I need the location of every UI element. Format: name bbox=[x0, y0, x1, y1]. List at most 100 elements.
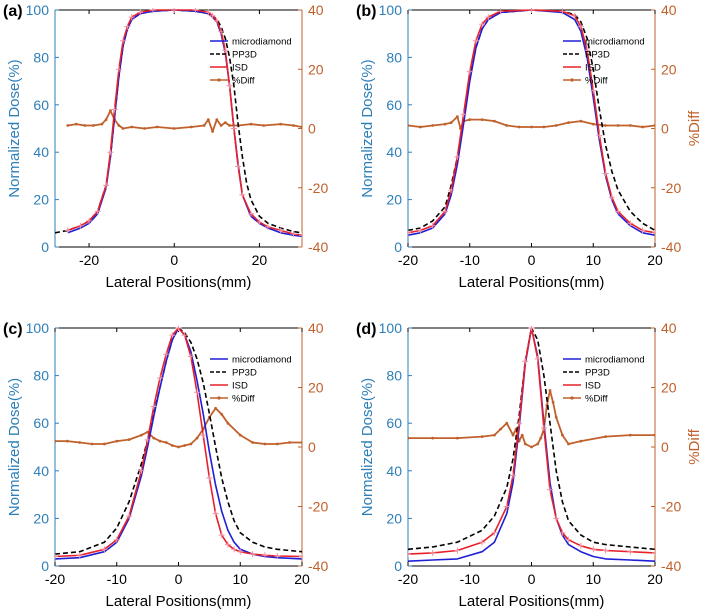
series-line-isd bbox=[67, 9, 302, 236]
diff-marker bbox=[536, 442, 540, 446]
isd-marker bbox=[206, 474, 213, 481]
isd-marker bbox=[101, 546, 108, 553]
isd-marker bbox=[249, 551, 256, 558]
isd-marker bbox=[115, 66, 122, 73]
isd-marker bbox=[639, 227, 646, 234]
diff-marker bbox=[449, 121, 453, 124]
isd-marker bbox=[149, 8, 156, 13]
diff-marker bbox=[172, 127, 176, 130]
diff-marker bbox=[551, 401, 555, 404]
legend-swatch-marker bbox=[570, 396, 574, 400]
isd-marker bbox=[77, 222, 84, 229]
isd-marker bbox=[454, 547, 461, 554]
x-tick-label: -10 bbox=[460, 571, 480, 587]
isd-marker bbox=[209, 12, 216, 19]
legend-entry: PP3D bbox=[232, 368, 257, 379]
diff-marker bbox=[431, 436, 435, 440]
diff-marker bbox=[523, 442, 527, 446]
isd-marker bbox=[261, 552, 268, 559]
isd-marker bbox=[479, 539, 486, 546]
isd-marker bbox=[171, 8, 178, 13]
diff-marker bbox=[177, 445, 180, 449]
isd-marker bbox=[408, 551, 411, 558]
isd-marker bbox=[460, 111, 467, 118]
x-tick-label: 0 bbox=[170, 252, 178, 268]
isd-marker bbox=[137, 9, 144, 16]
legend-entry: microdiamond bbox=[232, 37, 292, 48]
isd-marker bbox=[615, 208, 621, 215]
diff-marker bbox=[115, 439, 119, 443]
y-right-tick-label: 0 bbox=[308, 439, 316, 455]
y-tick-label: 20 bbox=[386, 510, 402, 526]
legend-entry: ISD bbox=[585, 381, 601, 392]
legend: microdiamond PP3D ISD %Diff bbox=[563, 355, 645, 405]
diff-marker bbox=[78, 441, 82, 444]
legend-entry: ISD bbox=[232, 381, 248, 392]
diff-marker bbox=[100, 122, 104, 126]
diff-marker bbox=[641, 125, 644, 129]
diff-marker bbox=[74, 122, 78, 126]
isd-marker bbox=[86, 217, 93, 224]
y-tick-label: 40 bbox=[386, 463, 402, 479]
isd-marker bbox=[187, 353, 194, 360]
diff-marker bbox=[530, 445, 533, 449]
diff-marker bbox=[520, 433, 524, 437]
isd-marker bbox=[212, 510, 219, 517]
y-axis-label: Normalized Dose(%) bbox=[6, 378, 23, 516]
isd-marker bbox=[113, 536, 120, 543]
diff-marker bbox=[104, 118, 108, 121]
y-tick-label: 60 bbox=[33, 97, 49, 113]
isd-marker bbox=[237, 548, 244, 555]
isd-marker bbox=[124, 23, 131, 30]
isd-marker bbox=[256, 219, 263, 226]
y-tick-label: 0 bbox=[394, 239, 402, 255]
y-right-tick-label: -40 bbox=[308, 558, 328, 574]
diff-marker bbox=[103, 442, 106, 446]
diff-marker bbox=[628, 433, 632, 437]
diff-marker bbox=[517, 125, 521, 129]
diff-marker bbox=[480, 435, 484, 438]
diff-marker bbox=[548, 389, 552, 392]
isd-marker bbox=[565, 536, 572, 543]
y-right-tick-label: 0 bbox=[661, 121, 669, 137]
diff-marker bbox=[262, 124, 266, 127]
y-tick-label: 20 bbox=[386, 192, 402, 208]
y-tick-label: 80 bbox=[33, 49, 49, 65]
panel-b: -20 -10 0 10 20020406080100-40-2002040Latera… bbox=[356, 2, 703, 291]
diff-marker bbox=[567, 442, 570, 446]
y-right-axis-label: %Diff bbox=[686, 428, 703, 464]
series-line-diff bbox=[67, 109, 302, 133]
isd-marker bbox=[126, 513, 133, 519]
x-tick-label: 20 bbox=[647, 252, 663, 268]
diff-marker bbox=[170, 444, 174, 447]
isd-marker bbox=[571, 12, 578, 19]
isd-marker bbox=[111, 106, 118, 113]
legend-entry: PP3D bbox=[585, 50, 610, 61]
isd-marker bbox=[103, 182, 110, 189]
diff-marker bbox=[628, 124, 632, 127]
isd-marker bbox=[181, 332, 188, 339]
diff-marker bbox=[202, 124, 206, 127]
isd-marker bbox=[192, 8, 199, 13]
y-axis-label: Normalized Dose(%) bbox=[359, 59, 376, 197]
isd-marker bbox=[596, 132, 603, 139]
y-tick-label: 60 bbox=[33, 415, 49, 431]
isd-marker bbox=[417, 227, 424, 234]
diff-marker bbox=[292, 124, 295, 127]
diff-marker bbox=[83, 124, 87, 127]
y-right-tick-label: -40 bbox=[661, 239, 681, 255]
isd-marker bbox=[559, 529, 566, 536]
y-right-tick-label: 20 bbox=[661, 61, 677, 77]
diff-marker bbox=[530, 125, 533, 129]
panel-label: (a) bbox=[3, 3, 23, 20]
isd-marker bbox=[479, 21, 486, 28]
isd-marker bbox=[239, 191, 246, 198]
panel-label: (b) bbox=[356, 3, 376, 20]
isd-marker bbox=[503, 503, 510, 510]
y-right-tick-label: 40 bbox=[661, 2, 677, 18]
y-axis-label: Normalized Dose(%) bbox=[359, 378, 376, 516]
isd-marker bbox=[64, 227, 71, 234]
diff-marker bbox=[215, 118, 219, 121]
diff-marker bbox=[275, 442, 279, 446]
isd-marker bbox=[522, 358, 529, 365]
